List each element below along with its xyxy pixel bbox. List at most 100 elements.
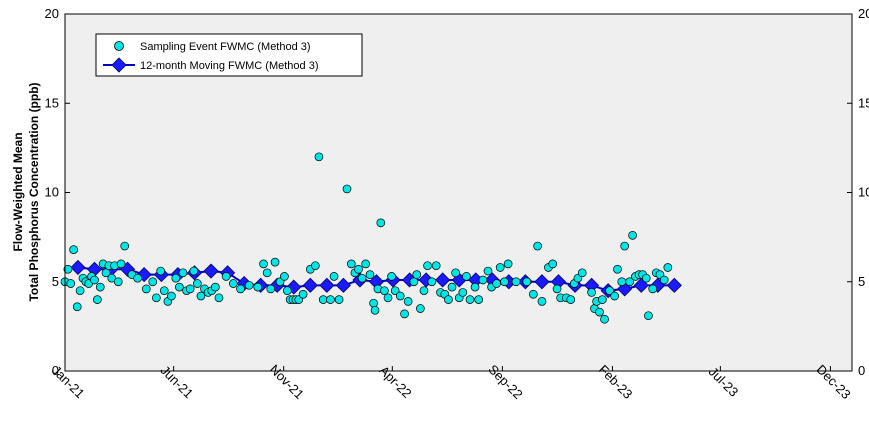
moving-point <box>203 263 219 279</box>
legend-event-label: Sampling Event FWMC (Method 3) <box>140 41 311 53</box>
event-point <box>262 268 272 278</box>
event-point <box>196 291 206 301</box>
legend-moving-marker <box>111 57 127 73</box>
event-point <box>522 277 532 287</box>
event-point <box>431 261 441 271</box>
event-point <box>185 284 195 294</box>
event-point <box>370 305 380 315</box>
event-point <box>577 268 587 278</box>
legend-event-marker <box>114 41 124 51</box>
event-point <box>167 291 176 301</box>
moving-point <box>666 277 682 293</box>
y-tick-label-right: 5 <box>858 274 865 289</box>
event-point <box>403 297 413 306</box>
event-point <box>610 291 619 301</box>
event-point <box>478 275 488 285</box>
event-point <box>75 286 85 296</box>
event-point <box>598 295 607 304</box>
event-point <box>566 295 576 304</box>
event-point <box>318 295 328 304</box>
legend: Sampling Event FWMC (Method 3) 12-month … <box>95 33 363 77</box>
y-axis-title-line2: Total Phosphorus Concentration (ppb) <box>27 82 41 301</box>
y-tick-label-left: 15 <box>45 95 59 110</box>
y-tick-label-right: 0 <box>858 363 865 378</box>
event-point <box>390 286 400 296</box>
event-point <box>228 279 238 288</box>
y-tick-label-right: 20 <box>858 6 869 21</box>
event-point <box>72 302 82 312</box>
event-point <box>152 293 161 303</box>
event-point <box>357 273 367 283</box>
moving-point <box>335 277 351 293</box>
event-point <box>369 298 378 308</box>
event-point <box>620 241 630 251</box>
event-point <box>253 282 263 292</box>
event-point <box>613 264 622 274</box>
event-point <box>462 272 471 281</box>
event-point <box>326 295 335 304</box>
y-tick-label-left: 0 <box>52 363 59 378</box>
event-point <box>528 289 538 299</box>
event-point <box>495 263 505 272</box>
event-point <box>625 277 635 287</box>
event-point <box>133 273 143 283</box>
event-point <box>280 272 289 281</box>
event-point <box>346 259 356 269</box>
event-point <box>412 270 422 279</box>
event-point <box>605 286 614 296</box>
event-point <box>282 286 292 296</box>
event-point <box>314 152 324 162</box>
event-point <box>113 277 123 287</box>
y-tick-label-left: 10 <box>45 185 59 200</box>
event-point <box>175 282 184 292</box>
event-point <box>95 282 105 292</box>
event-point <box>419 286 429 296</box>
event-point <box>648 284 658 294</box>
event-point <box>451 268 460 278</box>
event-point <box>211 282 220 292</box>
event-point <box>244 280 254 290</box>
event-point <box>90 275 99 285</box>
event-point <box>380 286 389 296</box>
moving-point <box>70 259 86 276</box>
event-point <box>159 286 169 296</box>
event-point <box>659 275 669 285</box>
plot-border <box>64 13 853 372</box>
event-point <box>628 230 637 240</box>
y-axis-title-line1: Flow-Weighted Mean <box>11 132 25 251</box>
moving-point <box>319 277 335 293</box>
event-point <box>298 289 308 299</box>
event-point <box>423 261 432 271</box>
event-point <box>193 279 202 288</box>
event-point <box>427 277 437 287</box>
event-point <box>500 277 509 287</box>
event-point <box>595 307 604 317</box>
event-point <box>178 268 188 278</box>
event-point <box>259 259 268 269</box>
y-tick-label-right: 10 <box>858 185 869 200</box>
event-point <box>214 293 224 303</box>
event-point <box>483 266 493 276</box>
event-point <box>470 282 480 292</box>
legend-moving-label: 12-month Moving FWMC (Method 3) <box>140 60 319 72</box>
event-point <box>270 257 280 267</box>
event-point <box>66 279 76 288</box>
event-point <box>416 304 425 313</box>
event-point <box>644 311 653 321</box>
event-point <box>221 272 231 281</box>
event-point <box>663 263 673 272</box>
event-point <box>503 259 513 269</box>
y-tick-label-right: 15 <box>858 95 869 110</box>
event-point <box>310 261 320 271</box>
event-point <box>444 295 453 304</box>
event-point <box>141 284 151 294</box>
event-point <box>458 288 468 297</box>
event-point <box>266 284 276 294</box>
event-point <box>537 297 547 306</box>
event-point <box>236 284 245 294</box>
event-point <box>587 288 596 297</box>
moving-point <box>435 272 451 288</box>
event-point <box>474 295 483 304</box>
event-point <box>617 277 627 287</box>
